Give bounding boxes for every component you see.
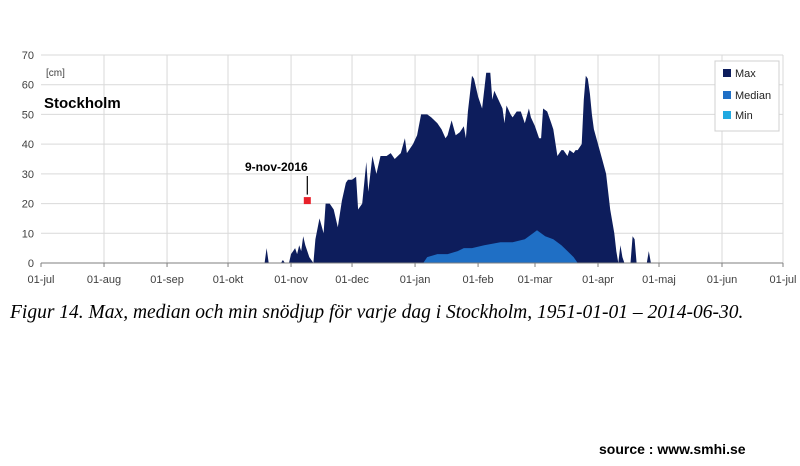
- x-tick-label: 01-jun: [707, 274, 738, 286]
- x-tick-label: 01-apr: [582, 274, 614, 286]
- y-tick-label: 10: [22, 228, 34, 240]
- legend-label-max: Max: [735, 68, 756, 80]
- station-label: Stockholm: [44, 95, 121, 112]
- legend: Max Median Min: [714, 60, 780, 132]
- y-tick-label: 0: [28, 258, 34, 270]
- annotation-label: 9-nov-2016: [245, 160, 308, 174]
- legend-swatch-max: [723, 69, 731, 77]
- x-tick-label: 01-okt: [213, 274, 244, 286]
- legend-label-min: Min: [735, 110, 753, 122]
- x-tick-label: 01-maj: [642, 274, 676, 286]
- legend-swatch-min: [723, 111, 731, 119]
- figure-caption: Figur 14. Max, median och min snödjup fö…: [10, 302, 744, 323]
- legend-swatch-median: [723, 91, 731, 99]
- y-tick-label: 50: [22, 109, 34, 121]
- chart-axes: 0 10 20 30 40 50 60 70 01-jul 01-aug 01-sep 01-okt 0…: [22, 50, 797, 286]
- y-tick-label: 20: [22, 199, 34, 211]
- series-area-max: [41, 72, 783, 263]
- legend-label-median: Median: [735, 90, 771, 102]
- x-tick-label: 01-feb: [462, 274, 493, 286]
- chart-areas: [41, 72, 783, 263]
- annotation-marker: [303, 197, 311, 205]
- snow-depth-chart: 0 10 20 30 40 50 60 70 01-jul 01-aug 01-sep 01-okt 0…: [22, 50, 797, 286]
- x-tick-label: 01-sep: [150, 274, 184, 286]
- x-tick-label: 01-aug: [87, 274, 121, 286]
- y-tick-label: 60: [22, 80, 34, 92]
- y-tick-label: 70: [22, 50, 34, 62]
- x-tick-label: 01-dec: [335, 274, 369, 286]
- x-tick-label: 01-mar: [518, 274, 553, 286]
- x-tick-label: 01-nov: [274, 274, 308, 286]
- unit-label: [cm]: [46, 68, 65, 79]
- annotation-group: 9-nov-2016: [245, 160, 311, 205]
- y-tick-label: 30: [22, 169, 34, 181]
- x-tick-label: 01-jul: [28, 274, 55, 286]
- source-credit: source : www.smhi.se: [599, 441, 746, 457]
- x-tick-label: 01-jul: [770, 274, 797, 286]
- y-tick-label: 40: [22, 139, 34, 151]
- x-tick-label: 01-jan: [400, 274, 431, 286]
